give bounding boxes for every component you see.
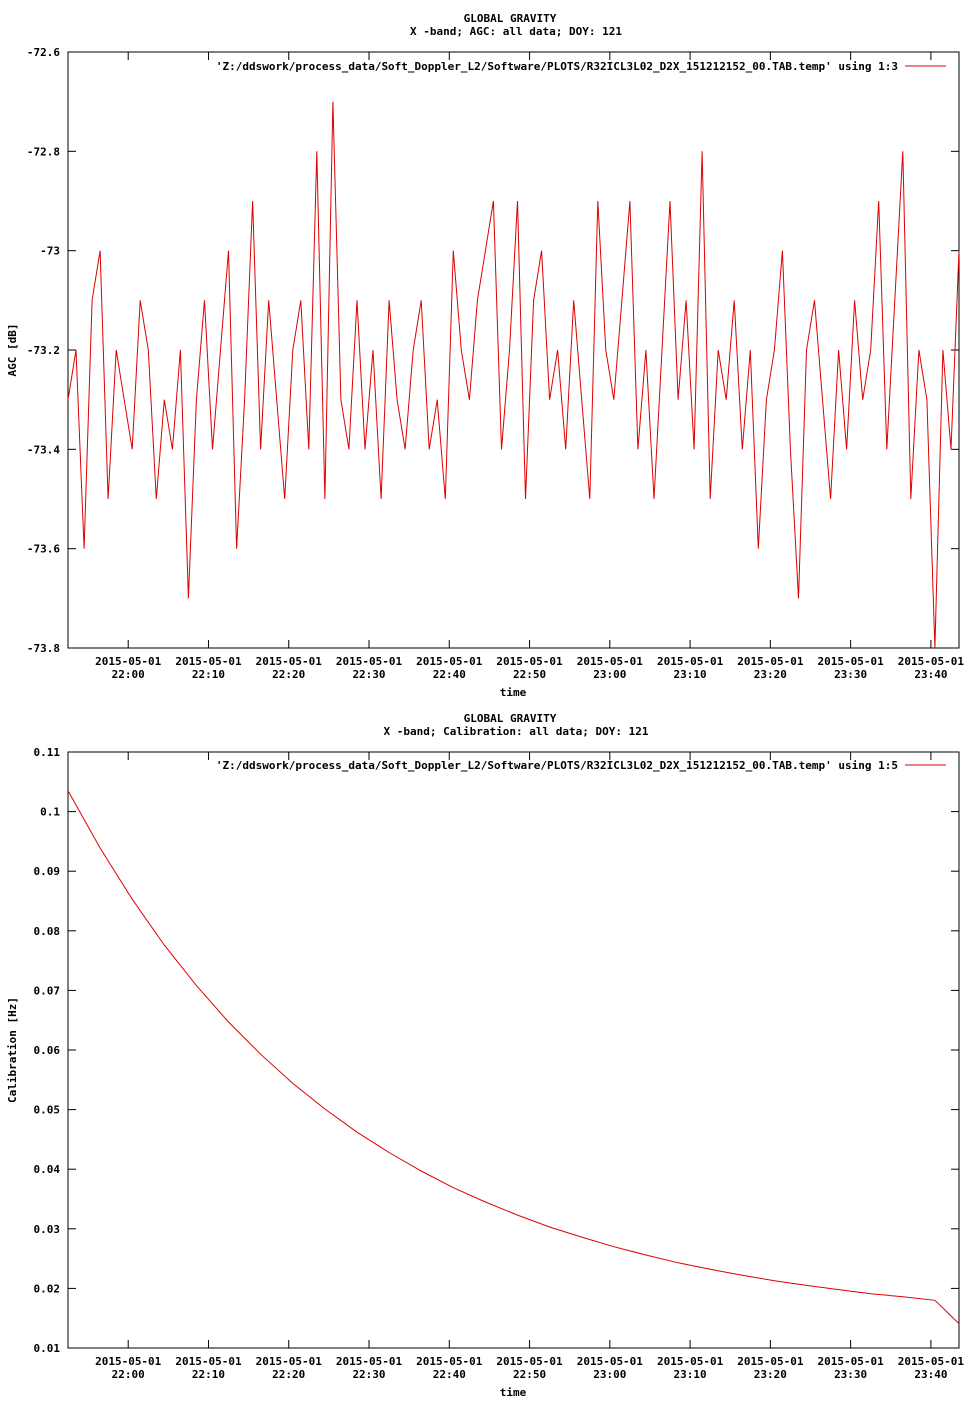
y-tick-label: 0.02 [34, 1282, 61, 1295]
y-tick-label: 0.01 [34, 1342, 61, 1355]
x-tick-date-label: 2015-05-01 [256, 655, 323, 668]
x-tick-label: 22:40 [433, 668, 466, 681]
y-tick-label: -73.4 [27, 443, 60, 456]
x-tick-label: 22:50 [513, 1368, 546, 1381]
x-tick-date-label: 2015-05-01 [496, 1355, 563, 1368]
plot-frame [67, 51, 960, 649]
y-tick-label: 0.06 [34, 1044, 61, 1057]
plot-frame [67, 751, 960, 1349]
x-tick-label: 23:10 [674, 668, 707, 681]
x-tick-label: 22:20 [272, 668, 305, 681]
x-tick-date-label: 2015-05-01 [95, 1355, 162, 1368]
y-tick-label: -73.6 [27, 543, 60, 556]
x-tick-date-label: 2015-05-01 [657, 655, 724, 668]
y-axis-label: Calibration [Hz] [6, 997, 19, 1103]
chart-title: GLOBAL GRAVITY [464, 712, 557, 725]
y-tick-label: 0.08 [34, 925, 61, 938]
x-tick-date-label: 2015-05-01 [416, 1355, 483, 1368]
x-tick-label: 23:40 [914, 668, 947, 681]
x-tick-label: 23:00 [593, 668, 626, 681]
x-tick-date-label: 2015-05-01 [737, 1355, 804, 1368]
x-tick-date-label: 2015-05-01 [577, 655, 644, 668]
x-tick-label: 22:00 [112, 668, 145, 681]
x-tick-label: 23:10 [674, 1368, 707, 1381]
y-tick-label: 0.11 [34, 746, 61, 759]
x-tick-date-label: 2015-05-01 [657, 1355, 724, 1368]
legend-label: 'Z:/ddswork/process_data/Soft_Doppler_L2… [216, 60, 898, 73]
y-tick-label: -72.8 [27, 145, 60, 158]
x-tick-date-label: 2015-05-01 [175, 655, 242, 668]
x-tick-label: 22:30 [352, 668, 385, 681]
chart-title: GLOBAL GRAVITY [464, 12, 557, 25]
x-tick-date-label: 2015-05-01 [496, 655, 563, 668]
x-tick-label: 22:00 [112, 1368, 145, 1381]
x-tick-date-label: 2015-05-01 [818, 1355, 885, 1368]
chart-calibration: GLOBAL GRAVITY X -band; Calibration: all… [6, 712, 964, 1399]
y-tick-label: 0.03 [34, 1223, 61, 1236]
x-tick-date-label: 2015-05-01 [416, 655, 483, 668]
x-tick-label: 23:40 [914, 1368, 947, 1381]
x-tick-date-label: 2015-05-01 [818, 655, 885, 668]
y-tick-label: -72.6 [27, 46, 60, 59]
x-tick-label: 23:00 [593, 1368, 626, 1381]
y-tick-label: -73.8 [27, 642, 60, 655]
x-tick-label: 23:20 [754, 1368, 787, 1381]
series-line [67, 101, 960, 649]
chart-agc: GLOBAL GRAVITY X -band; AGC: all data; D… [6, 12, 964, 699]
y-tick-label: -73 [40, 245, 60, 258]
legend-label: 'Z:/ddswork/process_data/Soft_Doppler_L2… [216, 759, 898, 772]
chart-subtitle: X -band; AGC: all data; DOY: 121 [410, 25, 622, 38]
x-tick-label: 22:10 [192, 668, 225, 681]
x-tick-date-label: 2015-05-01 [256, 1355, 323, 1368]
x-tick-date-label: 2015-05-01 [737, 655, 804, 668]
y-tick-label: -73.2 [27, 344, 60, 357]
x-tick-label: 22:10 [192, 1368, 225, 1381]
x-tick-date-label: 2015-05-01 [175, 1355, 242, 1368]
y-tick-label: 0.05 [34, 1104, 61, 1117]
y-axis-label: AGC [dB] [6, 324, 19, 377]
x-tick-label: 22:30 [352, 1368, 385, 1381]
x-tick-date-label: 2015-05-01 [336, 655, 403, 668]
series-line [67, 790, 960, 1324]
x-tick-label: 23:30 [834, 668, 867, 681]
y-tick-label: 0.04 [34, 1163, 61, 1176]
x-tick-label: 23:30 [834, 1368, 867, 1381]
x-tick-label: 22:40 [433, 1368, 466, 1381]
x-axis-label: time [500, 1386, 527, 1399]
y-tick-label: 0.1 [40, 806, 60, 819]
x-tick-date-label: 2015-05-01 [336, 1355, 403, 1368]
x-tick-label: 22:50 [513, 668, 546, 681]
x-tick-date-label: 2015-05-01 [95, 655, 162, 668]
y-tick-label: 0.07 [34, 984, 61, 997]
y-tick-label: 0.09 [34, 865, 61, 878]
x-tick-label: 22:20 [272, 1368, 305, 1381]
x-axis-label: time [500, 686, 527, 699]
x-tick-date-label: 2015-05-01 [577, 1355, 644, 1368]
chart-subtitle: X -band; Calibration: all data; DOY: 121 [384, 725, 649, 738]
x-tick-date-label: 2015-05-01 [898, 1355, 965, 1368]
x-tick-date-label: 2015-05-01 [898, 655, 965, 668]
x-tick-label: 23:20 [754, 668, 787, 681]
